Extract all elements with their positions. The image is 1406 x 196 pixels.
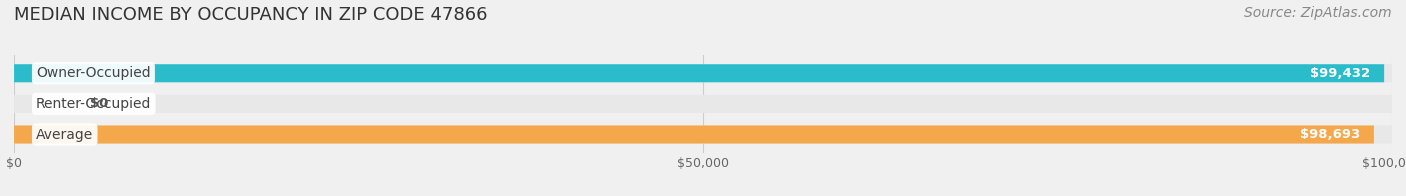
FancyBboxPatch shape: [14, 125, 1374, 143]
Text: $98,693: $98,693: [1301, 128, 1360, 141]
Text: Renter-Occupied: Renter-Occupied: [37, 97, 152, 111]
Text: $0: $0: [90, 97, 108, 110]
Text: MEDIAN INCOME BY OCCUPANCY IN ZIP CODE 47866: MEDIAN INCOME BY OCCUPANCY IN ZIP CODE 4…: [14, 6, 488, 24]
Text: Owner-Occupied: Owner-Occupied: [37, 66, 150, 80]
FancyBboxPatch shape: [14, 64, 1392, 82]
FancyBboxPatch shape: [14, 125, 1392, 143]
FancyBboxPatch shape: [14, 95, 1392, 113]
Text: Average: Average: [37, 128, 93, 142]
Text: $99,432: $99,432: [1310, 67, 1371, 80]
FancyBboxPatch shape: [14, 64, 1384, 82]
Text: Source: ZipAtlas.com: Source: ZipAtlas.com: [1244, 6, 1392, 20]
